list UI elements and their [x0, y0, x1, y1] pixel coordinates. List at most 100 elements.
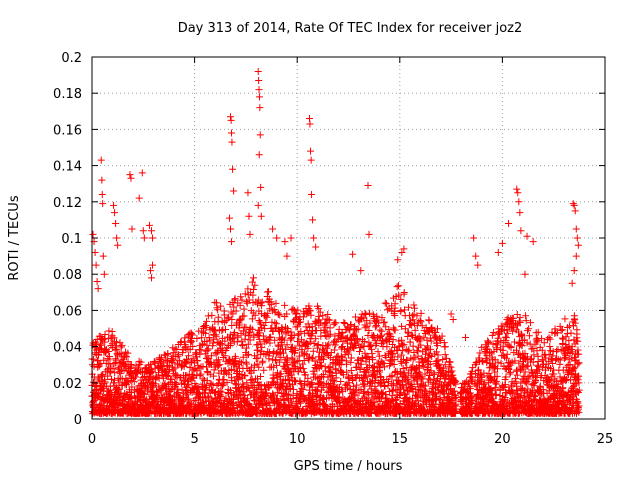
- background-point: [191, 380, 199, 388]
- data-point: [516, 209, 524, 217]
- background-point: [241, 290, 249, 298]
- background-point: [305, 356, 313, 364]
- background-point: [352, 313, 360, 321]
- background-point: [567, 329, 575, 337]
- x-axis-label: GPS time / hours: [294, 459, 403, 474]
- background-point: [277, 353, 285, 361]
- background-point: [249, 291, 257, 299]
- background-point: [292, 310, 300, 318]
- background-point: [203, 354, 211, 362]
- data-point: [505, 220, 513, 228]
- y-tick-label: 0.08: [53, 268, 82, 283]
- background-point: [347, 354, 355, 362]
- background-point: [202, 324, 210, 332]
- background-point: [355, 348, 363, 356]
- background-point: [438, 332, 446, 340]
- background-point: [351, 392, 359, 400]
- background-point: [236, 321, 244, 329]
- background-point: [417, 355, 425, 363]
- background-point: [295, 352, 303, 360]
- background-point: [218, 327, 226, 335]
- background-point: [426, 376, 434, 384]
- data-point: [113, 234, 121, 242]
- background-point: [384, 306, 392, 314]
- background-point: [305, 302, 313, 310]
- background-point: [239, 353, 247, 361]
- background-point: [450, 387, 458, 395]
- background-point: [395, 291, 403, 299]
- background-point: [114, 364, 122, 372]
- background-point: [212, 398, 220, 406]
- data-point: [111, 209, 119, 217]
- background-point: [421, 382, 429, 390]
- background-point: [512, 378, 520, 386]
- background-point: [251, 397, 259, 405]
- background-point: [266, 402, 274, 410]
- background-point: [173, 380, 181, 388]
- background-point: [394, 353, 402, 361]
- background-point: [251, 311, 259, 319]
- background-point: [109, 365, 117, 373]
- background-point: [426, 334, 434, 342]
- background-point: [233, 338, 241, 346]
- background-point: [440, 364, 448, 372]
- data-point: [128, 225, 136, 233]
- background-point: [317, 319, 325, 327]
- data-point: [127, 174, 135, 182]
- background-point: [242, 344, 250, 352]
- background-point: [411, 304, 419, 312]
- background-point: [301, 371, 309, 379]
- background-point: [220, 311, 228, 319]
- background-point: [383, 343, 391, 351]
- background-point: [404, 347, 412, 355]
- background-point: [117, 343, 125, 351]
- background-point: [296, 364, 304, 372]
- background-point: [316, 308, 324, 316]
- data-point: [227, 116, 235, 124]
- background-point: [380, 363, 388, 371]
- data-point: [229, 165, 237, 173]
- data-point: [140, 234, 148, 242]
- background-point: [161, 379, 169, 387]
- data-point: [256, 104, 264, 112]
- background-point: [89, 378, 97, 386]
- background-point: [193, 334, 201, 342]
- background-point: [249, 274, 257, 282]
- background-point: [229, 334, 237, 342]
- background-point: [404, 328, 412, 336]
- background-point: [386, 331, 394, 339]
- background-point: [272, 356, 280, 364]
- background-point: [164, 350, 172, 358]
- background-point: [162, 356, 170, 364]
- background-point: [111, 346, 119, 354]
- background-point: [264, 309, 272, 317]
- background-point: [319, 312, 327, 320]
- background-point: [204, 345, 212, 353]
- data-point: [228, 138, 236, 146]
- background-point: [236, 358, 244, 366]
- data-point: [283, 252, 291, 260]
- background-point: [234, 333, 242, 341]
- background-point: [197, 370, 205, 378]
- background-point: [139, 389, 147, 397]
- background-point: [546, 343, 554, 351]
- background-point: [296, 318, 304, 326]
- background-point: [208, 311, 216, 319]
- background-point: [434, 374, 442, 382]
- data-point: [570, 201, 578, 209]
- background-point: [405, 403, 413, 411]
- background-point: [331, 341, 339, 349]
- background-point: [332, 374, 340, 382]
- background-point: [403, 356, 411, 364]
- background-point: [397, 351, 405, 359]
- background-point: [96, 340, 104, 348]
- background-point: [224, 314, 232, 322]
- background-point: [253, 360, 261, 368]
- background-point: [421, 386, 429, 394]
- background-point: [216, 361, 224, 369]
- data-point: [310, 234, 318, 242]
- background-point: [101, 378, 109, 386]
- background-point: [172, 370, 180, 378]
- x-tick-label: 5: [190, 432, 198, 447]
- background-point: [142, 397, 150, 405]
